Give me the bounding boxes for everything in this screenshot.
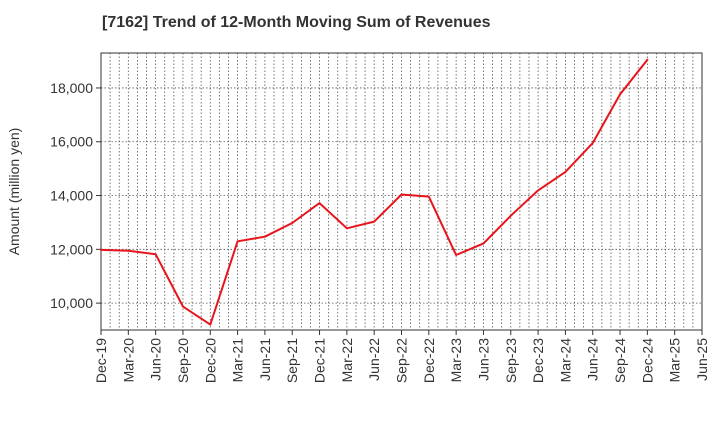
x-tick-label: Jun-20 — [148, 338, 164, 381]
x-axis-ticks: Dec-19 Mar-20 Jun-20 Sep-20 Dec-20 Mar-21 Jun-… — [93, 330, 710, 383]
x-tick-label: Dec-20 — [202, 338, 218, 383]
x-tick-label: Mar-24 — [557, 338, 573, 383]
x-tick-label: Jun-22 — [366, 338, 382, 381]
x-tick-label: Dec-22 — [421, 338, 437, 383]
grid-lines — [101, 53, 702, 330]
x-tick-label: Mar-22 — [339, 338, 355, 383]
x-tick-label: Mar-25 — [667, 338, 683, 383]
x-tick-label: Mar-21 — [230, 338, 246, 383]
x-tick-label: Sep-20 — [175, 338, 191, 383]
x-tick-label: Dec-19 — [93, 338, 109, 383]
y-tick-label: 16,000 — [50, 134, 93, 150]
x-tick-label: Jun-21 — [257, 338, 273, 381]
y-tick-label: 18,000 — [50, 80, 93, 96]
chart-title: [7162] Trend of 12-Month Moving Sum of R… — [102, 14, 491, 31]
x-tick-label: Jun-24 — [585, 338, 601, 381]
y-axis-label: Amount (million yen) — [6, 128, 22, 256]
x-tick-label: Sep-22 — [394, 338, 410, 383]
x-tick-label: Sep-24 — [612, 338, 628, 383]
series-line — [100, 58, 649, 326]
y-tick-label: 14,000 — [50, 188, 93, 204]
x-tick-label: Dec-24 — [639, 338, 655, 383]
y-tick-label: 10,000 — [50, 295, 93, 311]
y-axis-ticks: 10,000 12,000 14,000 16,000 18,000 — [50, 80, 101, 311]
x-tick-label: Sep-21 — [284, 338, 300, 383]
x-tick-label: Sep-23 — [503, 338, 519, 383]
x-tick-label: Jun-23 — [475, 338, 491, 381]
y-tick-label: 12,000 — [50, 241, 93, 257]
x-tick-label: Mar-20 — [120, 338, 136, 383]
x-tick-label: Dec-23 — [530, 338, 546, 383]
x-tick-label: Dec-21 — [312, 338, 328, 383]
x-tick-label: Mar-23 — [448, 338, 464, 383]
x-tick-label: Jun-25 — [694, 338, 710, 381]
